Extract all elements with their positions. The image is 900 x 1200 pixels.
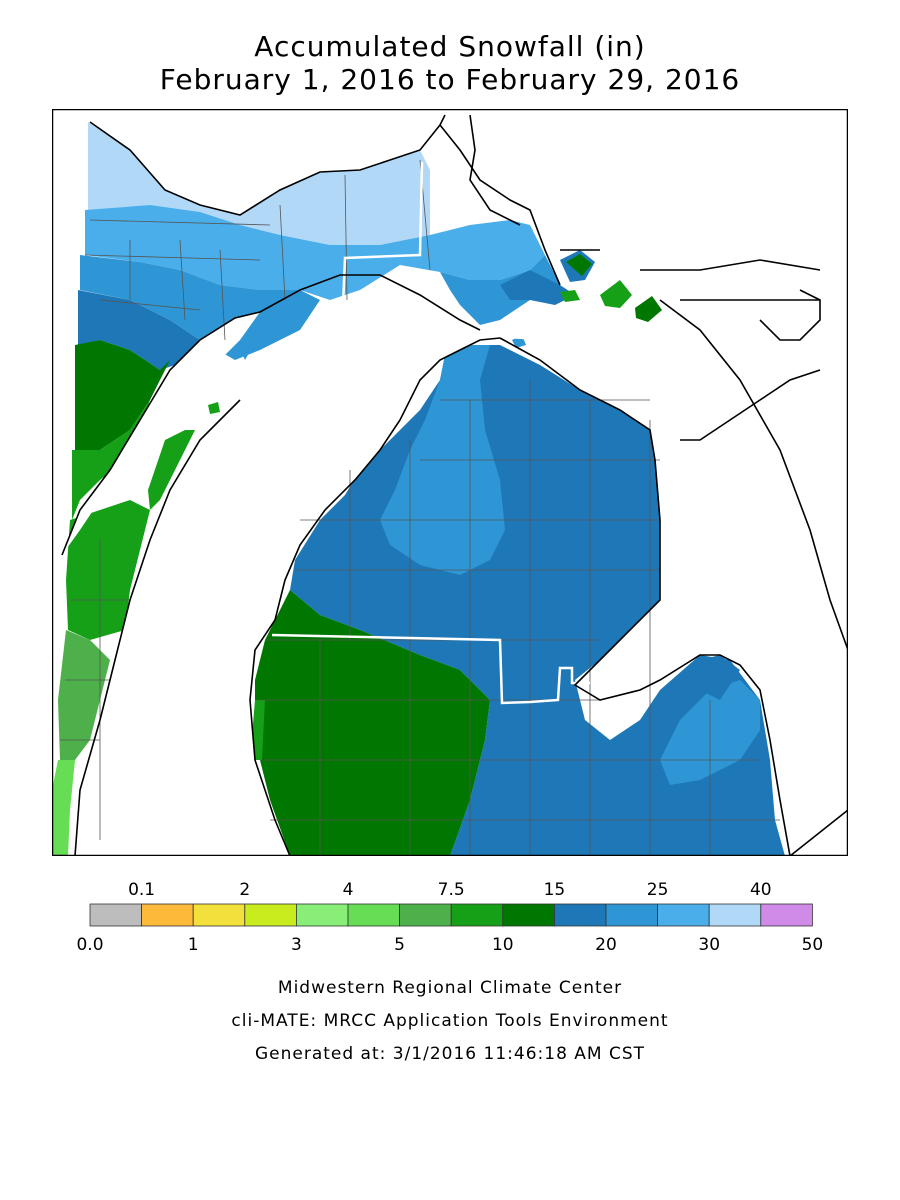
legend-swatch [141,903,194,927]
legend-bottom-label: 50 [802,935,824,955]
legend-bottom-label: 0.0 [76,935,103,955]
legend-swatch [450,903,504,927]
lakes [52,109,848,856]
footer-organization: Midwestern Regional Climate Center [277,978,623,998]
legend-bottom-labels: 0.0 1 3 5 10 20 30 50 [76,935,823,955]
islands [148,112,662,510]
legend-top-label: 15 [544,880,566,900]
legend-bottom-label: 10 [492,935,514,955]
footer-generated: Generated at: 3/1/2016 11:46:18 AM CST [254,1044,646,1064]
legend-bottom-label: 3 [291,935,302,955]
legend-top-label: 4 [343,880,354,900]
map-date-range: February 1, 2016 to February 29, 2016 [159,63,741,96]
legend-swatch [502,903,555,927]
legend-top-label: 0.1 [128,880,155,900]
legend-top-labels: 0.1 2 4 7.5 15 25 40 [128,880,772,900]
legend-swatch [657,903,710,927]
legend-top-label: 7.5 [438,880,465,900]
legend-top-label: 2 [239,880,250,900]
legend-swatch [89,903,142,927]
county-lines [60,159,780,856]
legend-swatch [760,903,813,927]
legend-swatches [89,903,813,927]
legend-swatch [192,903,246,927]
footer-tool: cli-MATE: MRCC Application Tools Environ… [231,1011,669,1031]
state-border [271,161,590,705]
legend-swatch [708,903,762,927]
legend-bottom-label: 20 [595,935,617,955]
legend-swatch [605,903,658,927]
coastlines [61,114,848,856]
legend-swatch [399,903,452,927]
legend-swatch [295,903,349,927]
legend-top-label: 40 [750,880,772,900]
legend-bottom-label: 30 [698,935,720,955]
map-frame [52,109,848,856]
legend-bottom-label: 5 [394,935,405,955]
color-legend: 0.1 2 4 7.5 15 25 40 0.0 1 3 5 10 20 30 50 [76,880,823,955]
snowfall-zones-lower [250,345,785,856]
snowfall-map [52,109,848,856]
legend-bottom-label: 1 [188,935,199,955]
legend-swatch [554,903,607,927]
legend-swatch [347,903,400,927]
legend-top-label: 25 [647,880,669,900]
map-title: Accumulated Snowfall (in) [254,30,646,63]
legend-swatch [244,903,297,927]
